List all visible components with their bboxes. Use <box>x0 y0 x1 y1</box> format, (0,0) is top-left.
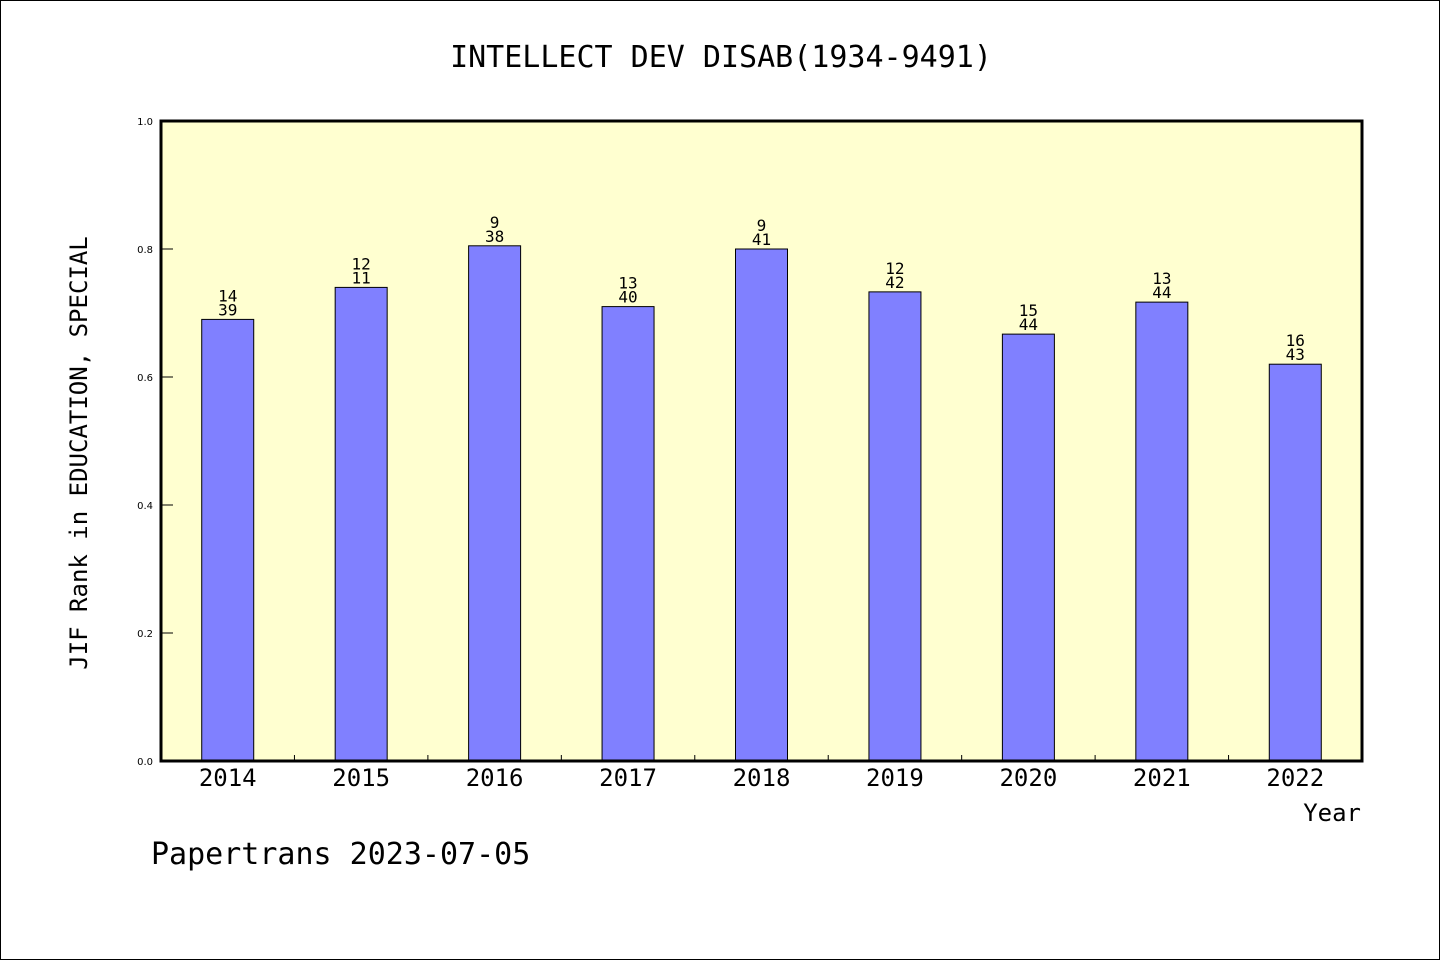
bar-rank-label: 14 <box>218 286 237 305</box>
bar-rank-label: 13 <box>1152 269 1171 288</box>
bar-total-label: 39 <box>218 300 237 319</box>
bar-2022 <box>1268 363 1322 762</box>
x-ticks-group: 2014 2015 2016 2017 2018 2019 2020 2021 2022 <box>199 755 1324 792</box>
bar-rank-label: 12 <box>885 259 904 278</box>
x-tick-label: 2014 <box>199 764 257 792</box>
bar-rank-label: 15 <box>1019 301 1038 320</box>
bar-total-label: 44 <box>1152 283 1171 302</box>
bar-rank-label: 13 <box>618 274 637 293</box>
bar-2017 <box>601 306 655 762</box>
x-tick-label: 2019 <box>866 764 924 792</box>
y-tick-label: 0.4 <box>137 501 153 512</box>
bar-rank-label: 9 <box>490 213 500 232</box>
bar-total-label: 44 <box>1019 315 1038 334</box>
x-tick-label: 2016 <box>466 764 524 792</box>
chart-title: INTELLECT DEV DISAB(1934-9491) <box>450 40 992 75</box>
bar-total-label: 38 <box>485 227 504 246</box>
x-tick-label: 2018 <box>733 764 791 792</box>
bar-2021 <box>1135 301 1189 762</box>
bar-2020 <box>1001 333 1055 762</box>
x-tick-label: 2015 <box>332 764 390 792</box>
bar-2014 <box>201 318 255 762</box>
bar-total-label: 40 <box>618 288 637 307</box>
bar-2019 <box>868 291 922 762</box>
y-tick-label: 0.0 <box>137 757 153 768</box>
x-axis-label: Year <box>1303 799 1361 827</box>
x-tick-label: 2017 <box>599 764 657 792</box>
bar-total-label: 42 <box>885 273 904 292</box>
bar-total-label: 41 <box>752 230 771 249</box>
x-tick-label: 2021 <box>1133 764 1191 792</box>
bar-2018 <box>735 248 788 762</box>
y-tick-label: 0.6 <box>137 373 153 384</box>
footer-watermark: Papertrans 2023-07-05 <box>151 837 530 872</box>
plot-border <box>159 119 1364 763</box>
bar-rank-label: 9 <box>757 216 767 235</box>
bar-total-label: 43 <box>1286 345 1305 364</box>
x-tick-label: 2020 <box>999 764 1057 792</box>
y-tick-label: 1.0 <box>137 117 153 128</box>
bar-rank-label: 12 <box>352 254 371 273</box>
x-tick-label: 2022 <box>1266 764 1324 792</box>
y-tick-label: 0.8 <box>137 245 153 256</box>
bar-2016 <box>468 245 522 762</box>
bar-rank-label: 16 <box>1286 331 1305 350</box>
bar-2015 <box>334 286 388 762</box>
y-tick-label: 0.2 <box>137 629 153 640</box>
bar-total-label: 11 <box>352 268 371 287</box>
y-axis-label: JIF Rank in EDUCATION, SPECIAL <box>65 236 93 669</box>
